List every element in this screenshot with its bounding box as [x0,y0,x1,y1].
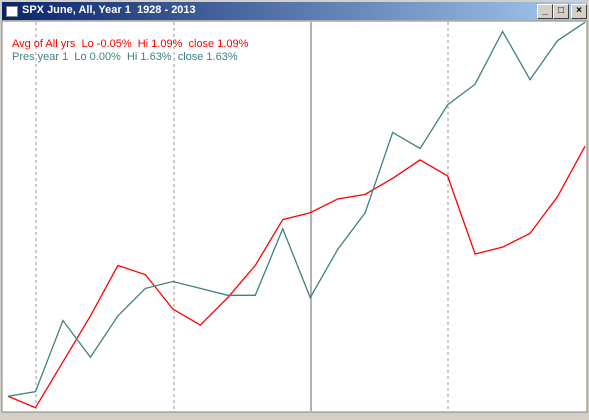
legend-entry: Pres year 1 Lo 0.00% Hi 1.63% close 1.63… [12,51,238,63]
app-icon [6,6,18,17]
maximize-button[interactable]: □ [553,4,569,19]
close-button[interactable]: × [571,4,587,19]
title-bar: SPX June, All, Year 1 1928 - 2013 _ □ × [2,2,587,20]
minimize-button[interactable]: _ [537,4,553,19]
legend-entry: Avg of All yrs Lo -0.05% Hi 1.09% close … [12,38,249,50]
series-line [7,21,586,397]
series-line [7,145,586,409]
window-title: SPX June, All, Year 1 1928 - 2013 [22,4,196,16]
